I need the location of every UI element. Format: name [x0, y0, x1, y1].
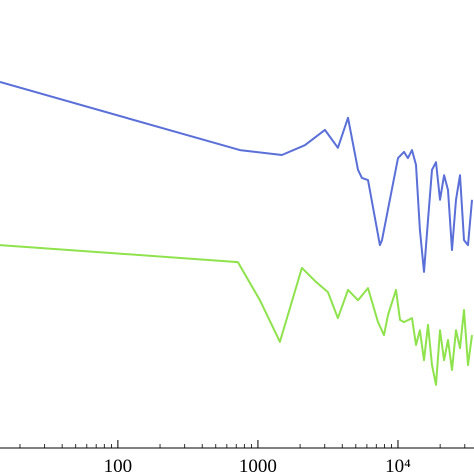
series-line	[0, 81, 473, 273]
x-tick-label: 1000	[239, 456, 277, 474]
x-tick-label: 10⁴	[385, 456, 411, 474]
x-tick-label: 100	[104, 456, 133, 474]
series-line	[0, 244, 473, 386]
